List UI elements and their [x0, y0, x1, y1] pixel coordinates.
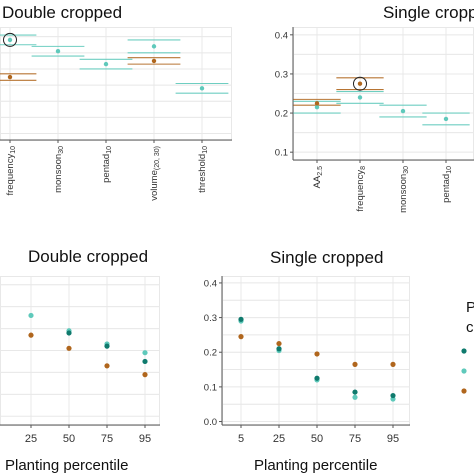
- xtick-label-top-right: frequency8: [355, 166, 367, 212]
- title-bottom-left: Double cropped: [28, 247, 148, 266]
- data-point-bottom-right: [238, 316, 244, 322]
- data-point-bottom-right: [276, 346, 282, 352]
- data-point-top-left: [199, 86, 205, 91]
- xlabel-bottom-left: Planting percentile: [5, 457, 128, 474]
- xtick-label-bottom-left: 75: [101, 433, 113, 445]
- side-panel-line1: P: [466, 299, 474, 316]
- data-point-bottom-right: [390, 361, 396, 367]
- data-point-bottom-left: [104, 343, 110, 349]
- xtick-label-bottom-right: 75: [349, 433, 361, 445]
- xtick-label-top-left: monsoon30: [53, 146, 65, 193]
- data-point-bottom-right: [314, 351, 320, 357]
- data-point-bottom-right: [390, 392, 396, 399]
- data-point-bottom-left: [28, 332, 34, 338]
- xtick-label-top-left: volume(20, 30): [149, 146, 161, 201]
- xtick-label-top-right: AA2.5: [312, 166, 324, 189]
- xtick-label-bottom-left: 25: [25, 433, 37, 445]
- ytick-label-bottom-right: 0.3: [204, 313, 217, 324]
- ytick-label-bottom-right: 0.4: [204, 278, 217, 289]
- data-point-bottom-right: [352, 394, 358, 400]
- xtick-label-bottom-left: 95: [139, 433, 151, 445]
- ytick-label-bottom-right: 0.0: [204, 417, 217, 428]
- data-point-bottom-left: [28, 312, 34, 319]
- data-point-bottom-right: [238, 334, 244, 340]
- xlabel-bottom-right: Planting percentile: [254, 457, 377, 474]
- xtick-label-top-right: monsoon30: [398, 166, 410, 213]
- data-point-top-left: [103, 61, 109, 67]
- data-point-top-right: [314, 104, 320, 110]
- data-point-bottom-right: [352, 389, 358, 395]
- data-point-top-right: [400, 108, 406, 114]
- xtick-label-bottom-right: 25: [273, 433, 285, 445]
- data-point-bottom-right: [352, 361, 358, 367]
- ytick-label-top-right: 0.3: [275, 69, 288, 80]
- xtick-label-top-left: pentad10: [101, 146, 113, 183]
- data-point-top-left: [55, 49, 61, 54]
- highlight-ring-top-left: [3, 32, 17, 47]
- xtick-label-bottom-right: 95: [387, 433, 399, 445]
- ytick-label-top-right: 0.2: [275, 109, 288, 120]
- xtick-label-bottom-right: 50: [311, 433, 323, 445]
- title-bottom-right: Single cropped: [270, 248, 383, 267]
- xtick-label-top-left: frequency10: [5, 146, 17, 196]
- data-point-bottom-left: [66, 345, 72, 351]
- xtick-label-bottom-left: 50: [63, 433, 75, 445]
- data-point-top-left: [7, 74, 13, 80]
- data-point-top-left: [7, 37, 13, 43]
- data-point-bottom-left: [142, 372, 148, 378]
- ytick-label-bottom-right: 0.2: [204, 348, 217, 359]
- panel-frame-bottom-right: [222, 276, 410, 426]
- side-dot-orange: [461, 388, 467, 394]
- data-point-top-left: [151, 58, 157, 64]
- data-point-bottom-left: [142, 358, 148, 365]
- ytick-label-bottom-right: 0.1: [204, 382, 217, 393]
- data-point-top-right: [443, 116, 449, 122]
- data-point-bottom-left: [142, 350, 148, 356]
- data-point-bottom-right: [276, 340, 282, 347]
- data-point-top-left: [151, 44, 157, 49]
- title-top-left: Double cropped: [2, 3, 122, 22]
- side-dot-darkteal: [461, 348, 467, 354]
- data-point-bottom-left: [104, 363, 110, 369]
- xtick-label-bottom-right: 5: [238, 433, 244, 445]
- title-top-right: Single cropped: [383, 3, 474, 22]
- data-point-bottom-left: [66, 330, 72, 336]
- ytick-label-top-right: 0.4: [275, 30, 288, 41]
- side-dot-teal: [461, 368, 467, 374]
- ytick-label-top-right: 0.1: [275, 148, 288, 159]
- side-panel-line2: c: [466, 319, 474, 336]
- data-point-top-right: [314, 101, 320, 106]
- xtick-label-top-left: threshold10: [197, 146, 209, 193]
- data-point-bottom-right: [314, 375, 320, 381]
- highlight-ring-top-right: [353, 76, 367, 91]
- xtick-label-top-right: pentad10: [441, 166, 453, 203]
- data-point-top-right: [357, 95, 363, 100]
- data-point-top-right: [357, 81, 363, 86]
